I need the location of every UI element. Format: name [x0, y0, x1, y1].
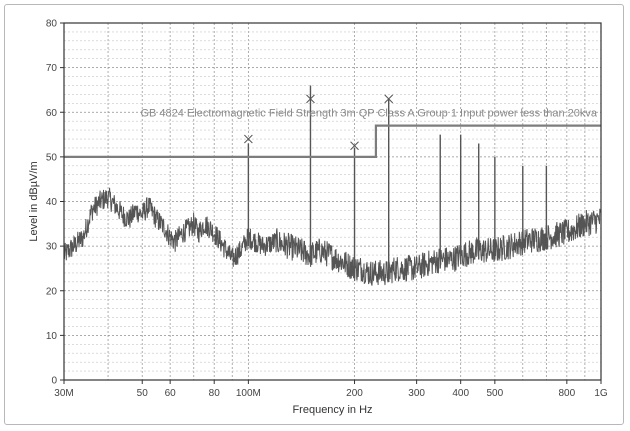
y-tick-label: 10: [46, 331, 58, 342]
x-tick-label: 30M: [54, 388, 73, 399]
qp-marker: [306, 94, 315, 104]
limit-line-path: [64, 124, 601, 158]
y-tick-labels: 0 10 20 30 40 50 60 70 80: [46, 19, 64, 387]
limit-line-label: GB 4824 Electromagnetic Field Strength 3…: [140, 107, 597, 119]
x-tick-label: 800: [558, 388, 575, 399]
x-tick-label: 50: [137, 388, 149, 399]
limit-line: [64, 124, 601, 158]
qp-marker-stroke: [244, 134, 253, 144]
x-tick-label: 1G: [594, 388, 608, 399]
qp-marker-stroke: [350, 141, 359, 151]
spectrum-line: [63, 187, 602, 286]
x-tick-label: 200: [346, 388, 363, 399]
y-tick-label: 70: [46, 63, 58, 74]
y-axis-title: Level in dBµV/m: [28, 161, 40, 241]
y-tick-label: 0: [51, 376, 57, 387]
y-tick-label: 30: [46, 242, 58, 253]
y-tick-label: 80: [46, 19, 58, 30]
x-tick-label: 100M: [236, 388, 261, 399]
y-tick-label: 60: [46, 108, 58, 119]
x-tick-label: 60: [165, 388, 177, 399]
qp-marker: [244, 134, 253, 144]
x-tick-labels: 30M 50 60 80 100M 200 300 400 500 800 1G: [54, 380, 608, 399]
x-tick-label: 300: [408, 388, 425, 399]
spectrum-trace: [63, 85, 602, 286]
grid: [63, 22, 602, 381]
y-tick-label: 40: [46, 197, 58, 208]
x-axis-title: Frequency in Hz: [292, 404, 372, 416]
qp-marker: [350, 141, 359, 151]
y-tick-label: 20: [46, 286, 58, 297]
qp-marker-stroke: [384, 94, 394, 104]
x-tick-label: 80: [209, 388, 221, 399]
qp-marker: [384, 94, 394, 104]
qp-marker-stroke: [306, 94, 315, 104]
x-tick-label: 500: [487, 388, 504, 399]
y-tick-label: 50: [46, 152, 58, 163]
chart-frame: [4, 4, 624, 425]
x-tick-label: 400: [452, 388, 469, 399]
qp-markers: [244, 94, 394, 151]
